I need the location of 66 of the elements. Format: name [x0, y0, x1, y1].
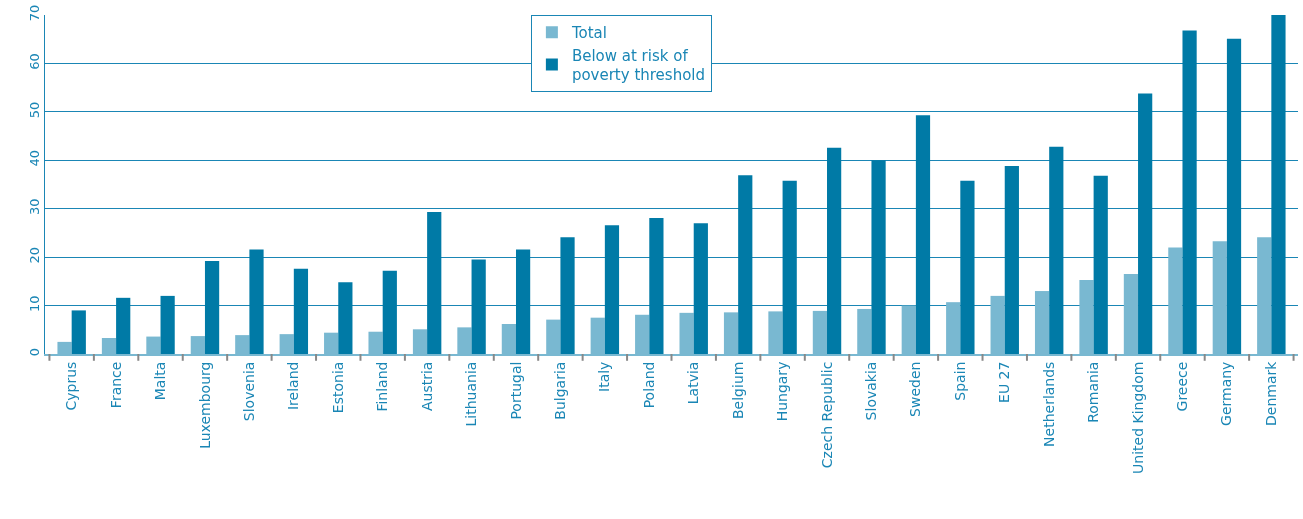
bar — [1271, 15, 1286, 354]
x-tick-label: Hungary — [774, 361, 791, 422]
bar — [71, 310, 86, 354]
bar — [649, 217, 664, 354]
bar — [960, 180, 975, 354]
bar — [293, 268, 309, 354]
x-tick-label: Luxembourg — [196, 361, 213, 449]
x-tick-label: Ireland — [285, 361, 302, 411]
x-tick-label: Greece — [1174, 361, 1191, 412]
x-tick-label: Bulgaria — [551, 361, 568, 420]
x-tick-label: Austria — [418, 361, 435, 412]
x-tick-label: Finland — [374, 361, 391, 412]
bar — [827, 147, 842, 354]
bar — [1226, 38, 1242, 354]
y-tick-label: 60 — [26, 53, 42, 70]
bar — [1004, 166, 1019, 354]
y-tick-label: 30 — [26, 198, 42, 216]
bar — [915, 115, 931, 354]
bar — [116, 297, 131, 354]
bar — [693, 223, 708, 354]
bar — [1049, 146, 1064, 354]
x-tick-label: Italy — [596, 361, 613, 392]
legend-label: Below at risk of poverty threshold — [571, 46, 706, 85]
y-tick-label: 10 — [26, 295, 42, 312]
y-tick-label: 50 — [26, 101, 42, 119]
y-tick-label: 0 — [26, 347, 42, 357]
bar — [515, 249, 531, 354]
bar — [471, 259, 486, 354]
y-tick-label: 40 — [26, 150, 42, 167]
x-tick-label: EU 27 — [996, 361, 1013, 403]
bar — [338, 282, 353, 354]
x-tick-label: Slovenia — [240, 361, 257, 422]
bar — [1138, 93, 1153, 354]
y-tick-label: 20 — [26, 246, 42, 264]
bar — [738, 175, 753, 354]
x-tick-label: Belgium — [729, 361, 746, 420]
x-tick-label: Poland — [640, 361, 657, 409]
x-tick-label: Slovakia — [863, 361, 879, 421]
x-tick-label: Estonia — [329, 361, 346, 414]
bar — [249, 249, 264, 354]
x-tick-label: Germany — [1218, 361, 1235, 426]
x-tick-label: Sweden — [907, 361, 924, 417]
x-tick-label: Portugal — [507, 361, 524, 420]
bar — [871, 160, 886, 354]
x-tick-label: Czech Republic — [818, 361, 835, 469]
bar — [1093, 175, 1108, 354]
bar — [382, 270, 397, 354]
x-tick-label: Denmark — [1262, 360, 1279, 426]
bar — [604, 225, 620, 354]
legend-label: Total — [570, 24, 607, 43]
x-tick-label: Latvia — [685, 361, 702, 405]
bar — [204, 261, 220, 354]
x-tick-label: France — [107, 361, 124, 409]
x-tick-label: Malta — [152, 361, 169, 401]
x-tick-label: Netherlands — [1040, 361, 1057, 447]
bar — [560, 237, 575, 354]
x-tick-label: Spain — [951, 361, 968, 401]
bar — [782, 180, 797, 354]
bar — [427, 212, 442, 354]
x-tick-label: Cyprus — [63, 361, 80, 411]
bar — [1182, 30, 1197, 354]
x-tick-label: Lithuania — [463, 361, 480, 427]
x-tick-label: United Kingdom — [1129, 361, 1146, 474]
y-tick-label: 70 — [26, 4, 42, 22]
x-tick-label: Romania — [1085, 361, 1102, 423]
bar — [160, 295, 175, 354]
